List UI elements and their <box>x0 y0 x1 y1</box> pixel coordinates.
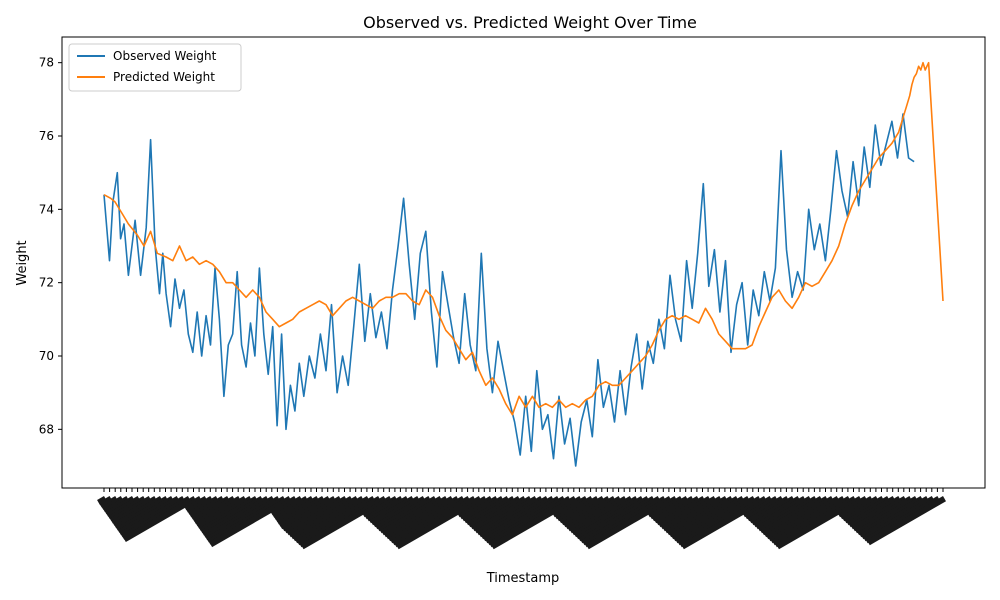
legend: Observed Weight Predicted Weight <box>68 43 242 92</box>
x-tick-label <box>395 496 482 550</box>
chart-title: Observed vs. Predicted Weight Over Time <box>363 13 697 32</box>
series-line-predicted-weight <box>103 61 944 416</box>
x-tick-label <box>490 496 577 550</box>
x-tick-label <box>122 496 197 542</box>
legend-box <box>68 43 242 92</box>
x-tick-label <box>680 496 767 550</box>
x-tick-labels <box>97 495 946 550</box>
y-axis-label: Weight <box>15 240 30 285</box>
x-axis <box>97 488 946 550</box>
y-tick-label: 76 <box>39 129 54 143</box>
x-tick-label <box>300 496 387 550</box>
x-tick-marks <box>103 488 944 492</box>
y-tick-label: 72 <box>39 276 54 290</box>
y-tick-label: 70 <box>39 349 54 363</box>
series-layer <box>103 61 944 467</box>
y-tick-label: 68 <box>39 422 54 436</box>
series-line-observed-weight <box>103 113 915 467</box>
y-axis: 68 70 72 74 76 78 <box>39 56 62 436</box>
legend-label-observed-weight: Observed Weight <box>113 49 217 63</box>
y-tick-label: 74 <box>39 202 54 216</box>
legend-label-predicted-weight: Predicted Weight <box>113 70 215 84</box>
x-axis-label: Timestamp <box>486 571 560 586</box>
y-tick-label: 78 <box>39 56 54 70</box>
x-tick-label <box>866 495 946 546</box>
x-tick-label <box>775 496 863 550</box>
x-tick-label <box>209 496 292 548</box>
x-tick-label <box>585 496 672 550</box>
